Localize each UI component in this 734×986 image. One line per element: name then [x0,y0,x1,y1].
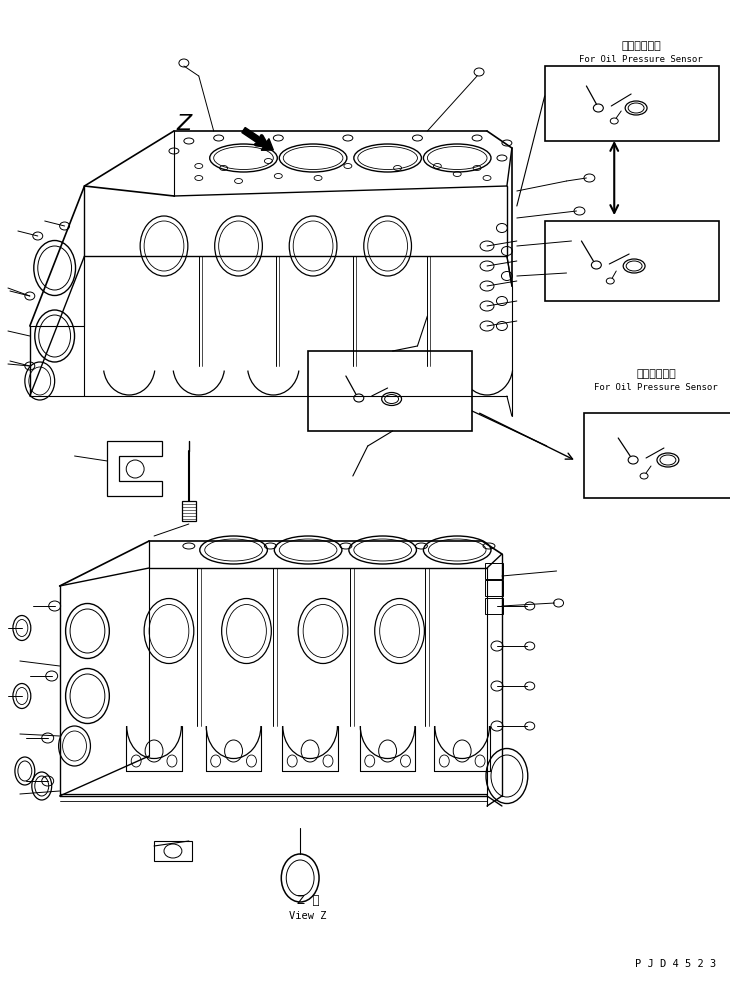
Bar [545,221,719,301]
Text: View Z: View Z [289,911,327,921]
Bar [485,598,503,614]
Ellipse shape [625,101,647,115]
Text: 油圧センサ用: 油圧センサ用 [636,369,676,379]
FancyArrow shape [242,127,273,150]
Bar [182,501,196,521]
Text: Z  視: Z 視 [297,894,319,907]
Ellipse shape [382,392,401,405]
Bar [308,351,472,431]
Ellipse shape [623,259,645,273]
Text: 油圧センサ用: 油圧センサ用 [621,41,661,51]
Text: Z: Z [176,114,192,134]
Bar [584,413,734,498]
Ellipse shape [657,453,679,467]
Text: For Oil Pressure Sensor: For Oil Pressure Sensor [579,54,703,63]
Bar [485,580,503,596]
Text: P J D 4 5 2 3: P J D 4 5 2 3 [635,959,716,969]
Bar [545,66,719,141]
Bar [485,563,503,579]
Polygon shape [107,441,162,496]
Text: For Oil Pressure Sensor: For Oil Pressure Sensor [595,383,718,391]
Bar [154,841,192,861]
